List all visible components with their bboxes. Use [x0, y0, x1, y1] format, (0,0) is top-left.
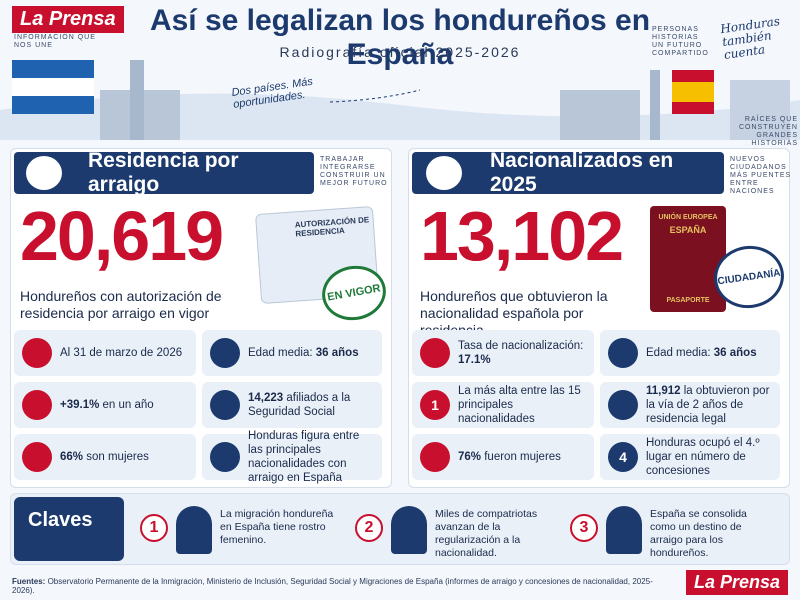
stat-strong: 11,912 [646, 385, 681, 397]
stat-text: 66% son mujeres [60, 450, 149, 464]
stat-text: Tasa de nacionalización: 17.1% [458, 339, 586, 367]
stat-icon [210, 390, 240, 420]
stat-card: 66% son mujeres [14, 434, 196, 480]
stat-lead: Honduras figura entre las principales na… [248, 430, 360, 484]
stat-strong: +39.1% [60, 399, 100, 411]
panel-title-text: Residencia por arraigo [88, 149, 239, 196]
stat-text: Edad media: 36 años [248, 346, 359, 360]
stat-strong: 36 años [713, 347, 757, 359]
stat-card: Edad media: 36 años [600, 330, 780, 376]
sources-text: Observatorio Permanente de la Inmigració… [12, 577, 653, 595]
passport-icon [426, 156, 462, 190]
claves-number: 3 [570, 514, 598, 542]
stat-lead: Al 31 de marzo de 2026 [60, 347, 183, 359]
stat-lead: Tasa de nacionalización: [458, 340, 584, 352]
big-number: 20,619 [20, 197, 224, 275]
sources: Fuentes: Observatorio Permanente de la I… [12, 577, 672, 595]
stat-text: Al 31 de marzo de 2026 [60, 346, 182, 360]
stat-lead: La más alta entre las 15 principales nac… [458, 385, 581, 425]
panel-title: Residencia por arraigo [14, 149, 314, 196]
stat-tail: son mujeres [83, 451, 149, 463]
stat-text: Honduras ocupó el 4.º lugar en número de… [646, 436, 772, 478]
panel-title: Nacionalizados en 2025 [412, 149, 724, 196]
passport-top: UNIÓN EUROPEA [658, 214, 718, 221]
stat-icon [210, 338, 240, 368]
passport-bottom: PASAPORTE [666, 297, 710, 304]
stat-lead: Edad media: [646, 347, 714, 359]
stat-card: Honduras figura entre las principales na… [202, 430, 382, 484]
stat-card: Edad media: 36 años [202, 330, 382, 376]
stat-lead: Honduras ocupó el 4.º lugar en número de… [646, 437, 760, 477]
panel-right [408, 148, 790, 488]
claves-icon [606, 506, 642, 554]
sources-label: Fuentes: [12, 577, 46, 586]
stat-card: +39.1% en un año [14, 382, 196, 428]
stat-strong: 36 años [315, 347, 359, 359]
stat-text: La más alta entre las 15 principales nac… [458, 384, 586, 426]
title: Así se legalizan los hondureños en Españ… [149, 4, 651, 71]
stat-strong: 17.1% [458, 354, 491, 366]
note: PERSONAS HISTORIAS UN FUTURO COMPARTIDO [652, 26, 709, 57]
description: Hondureños con autorización de residenci… [20, 288, 222, 321]
stat-text: 76% fueron mujeres [458, 450, 561, 464]
stat-icon: 4 [608, 442, 638, 472]
footer-brand: La Prensa [686, 570, 789, 595]
tagline: INFORMACIÓN QUE NOS UNE [14, 34, 96, 49]
stat-card: 76% fueron mujeres [412, 434, 594, 480]
stat-text: +39.1% en un año [60, 398, 154, 412]
doc-icon [26, 156, 62, 190]
stat-icon [420, 338, 450, 368]
card-text: AUTORIZACIÓN DE RESIDENCIA [294, 215, 370, 239]
stat-tail: la obtuvieron por la vía de 2 años de re… [646, 385, 770, 425]
stat-text: Honduras figura entre las principales na… [248, 429, 374, 485]
stat-text: 11,912 la obtuvieron por la vía de 2 año… [646, 384, 772, 426]
stat-strong: 76% [458, 451, 482, 463]
stat-tail: afiliados a la Seguridad Social [248, 392, 351, 418]
claves-number: 2 [355, 514, 383, 542]
claves-icon [391, 506, 427, 554]
skyline [0, 60, 800, 140]
stat-card: 14,223 afiliados a la Seguridad Social [202, 382, 382, 428]
subtitle: Radiografía oficial 2025-2026 [279, 44, 521, 60]
stat-card: Tasa de nacionalización: 17.1% [412, 330, 594, 376]
roots: RAÍCES QUE CONSTRUYEN GRANDES HISTORIAS [738, 116, 798, 147]
stat-icon [210, 442, 240, 472]
stat-card: 11,912 la obtuvieron por la vía de 2 año… [600, 382, 780, 428]
panel-left [10, 148, 392, 488]
passport: UNIÓN EUROPEA ESPAÑA PASAPORTE [650, 206, 726, 312]
claves-number: 1 [140, 514, 168, 542]
stat-icon [608, 338, 638, 368]
claves-text: La migración hondureña en España tiene r… [220, 508, 334, 546]
stat-text: Edad media: 36 años [646, 346, 757, 360]
brand: La Prensa [12, 6, 124, 33]
panel-side: NUEVOS CIUDADANOS MÁS PUENTES ENTRE NACI… [730, 156, 792, 195]
stat-card: Al 31 de marzo de 2026 [14, 330, 196, 376]
claves-text: España se consolida como un destino de a… [650, 508, 747, 559]
stat-lead: Edad media: [248, 347, 316, 359]
panel-side: TRABAJAR INTEGRARSE CONSTRUIR UN MEJOR F… [320, 156, 388, 187]
stat-icon [22, 442, 52, 472]
stat-icon [420, 442, 450, 472]
stat-card: 1 La más alta entre las 15 principales na… [412, 382, 594, 428]
stat-strong: 14,223 [248, 392, 284, 404]
claves-icon [176, 506, 212, 554]
panel-title-text: Nacionalizados en 2025 [490, 149, 674, 196]
stat-icon: 1 [420, 390, 450, 420]
stat-tail: en un año [99, 399, 154, 411]
big-number: 13,102 [420, 197, 624, 275]
stat-card: 4 Honduras ocupó el 4.º lugar en número d… [600, 434, 780, 480]
stat-icon [22, 338, 52, 368]
stat-strong: 66% [60, 451, 84, 463]
stat-icon [608, 390, 638, 420]
passport-country: ESPAÑA [669, 225, 707, 235]
stat-icon [22, 390, 52, 420]
stat-tail: fueron mujeres [481, 451, 561, 463]
claves-title: Claves [14, 497, 124, 561]
claves-text: Miles de compatriotas avanzan de la regu… [435, 508, 538, 559]
stat-text: 14,223 afiliados a la Seguridad Social [248, 391, 374, 419]
